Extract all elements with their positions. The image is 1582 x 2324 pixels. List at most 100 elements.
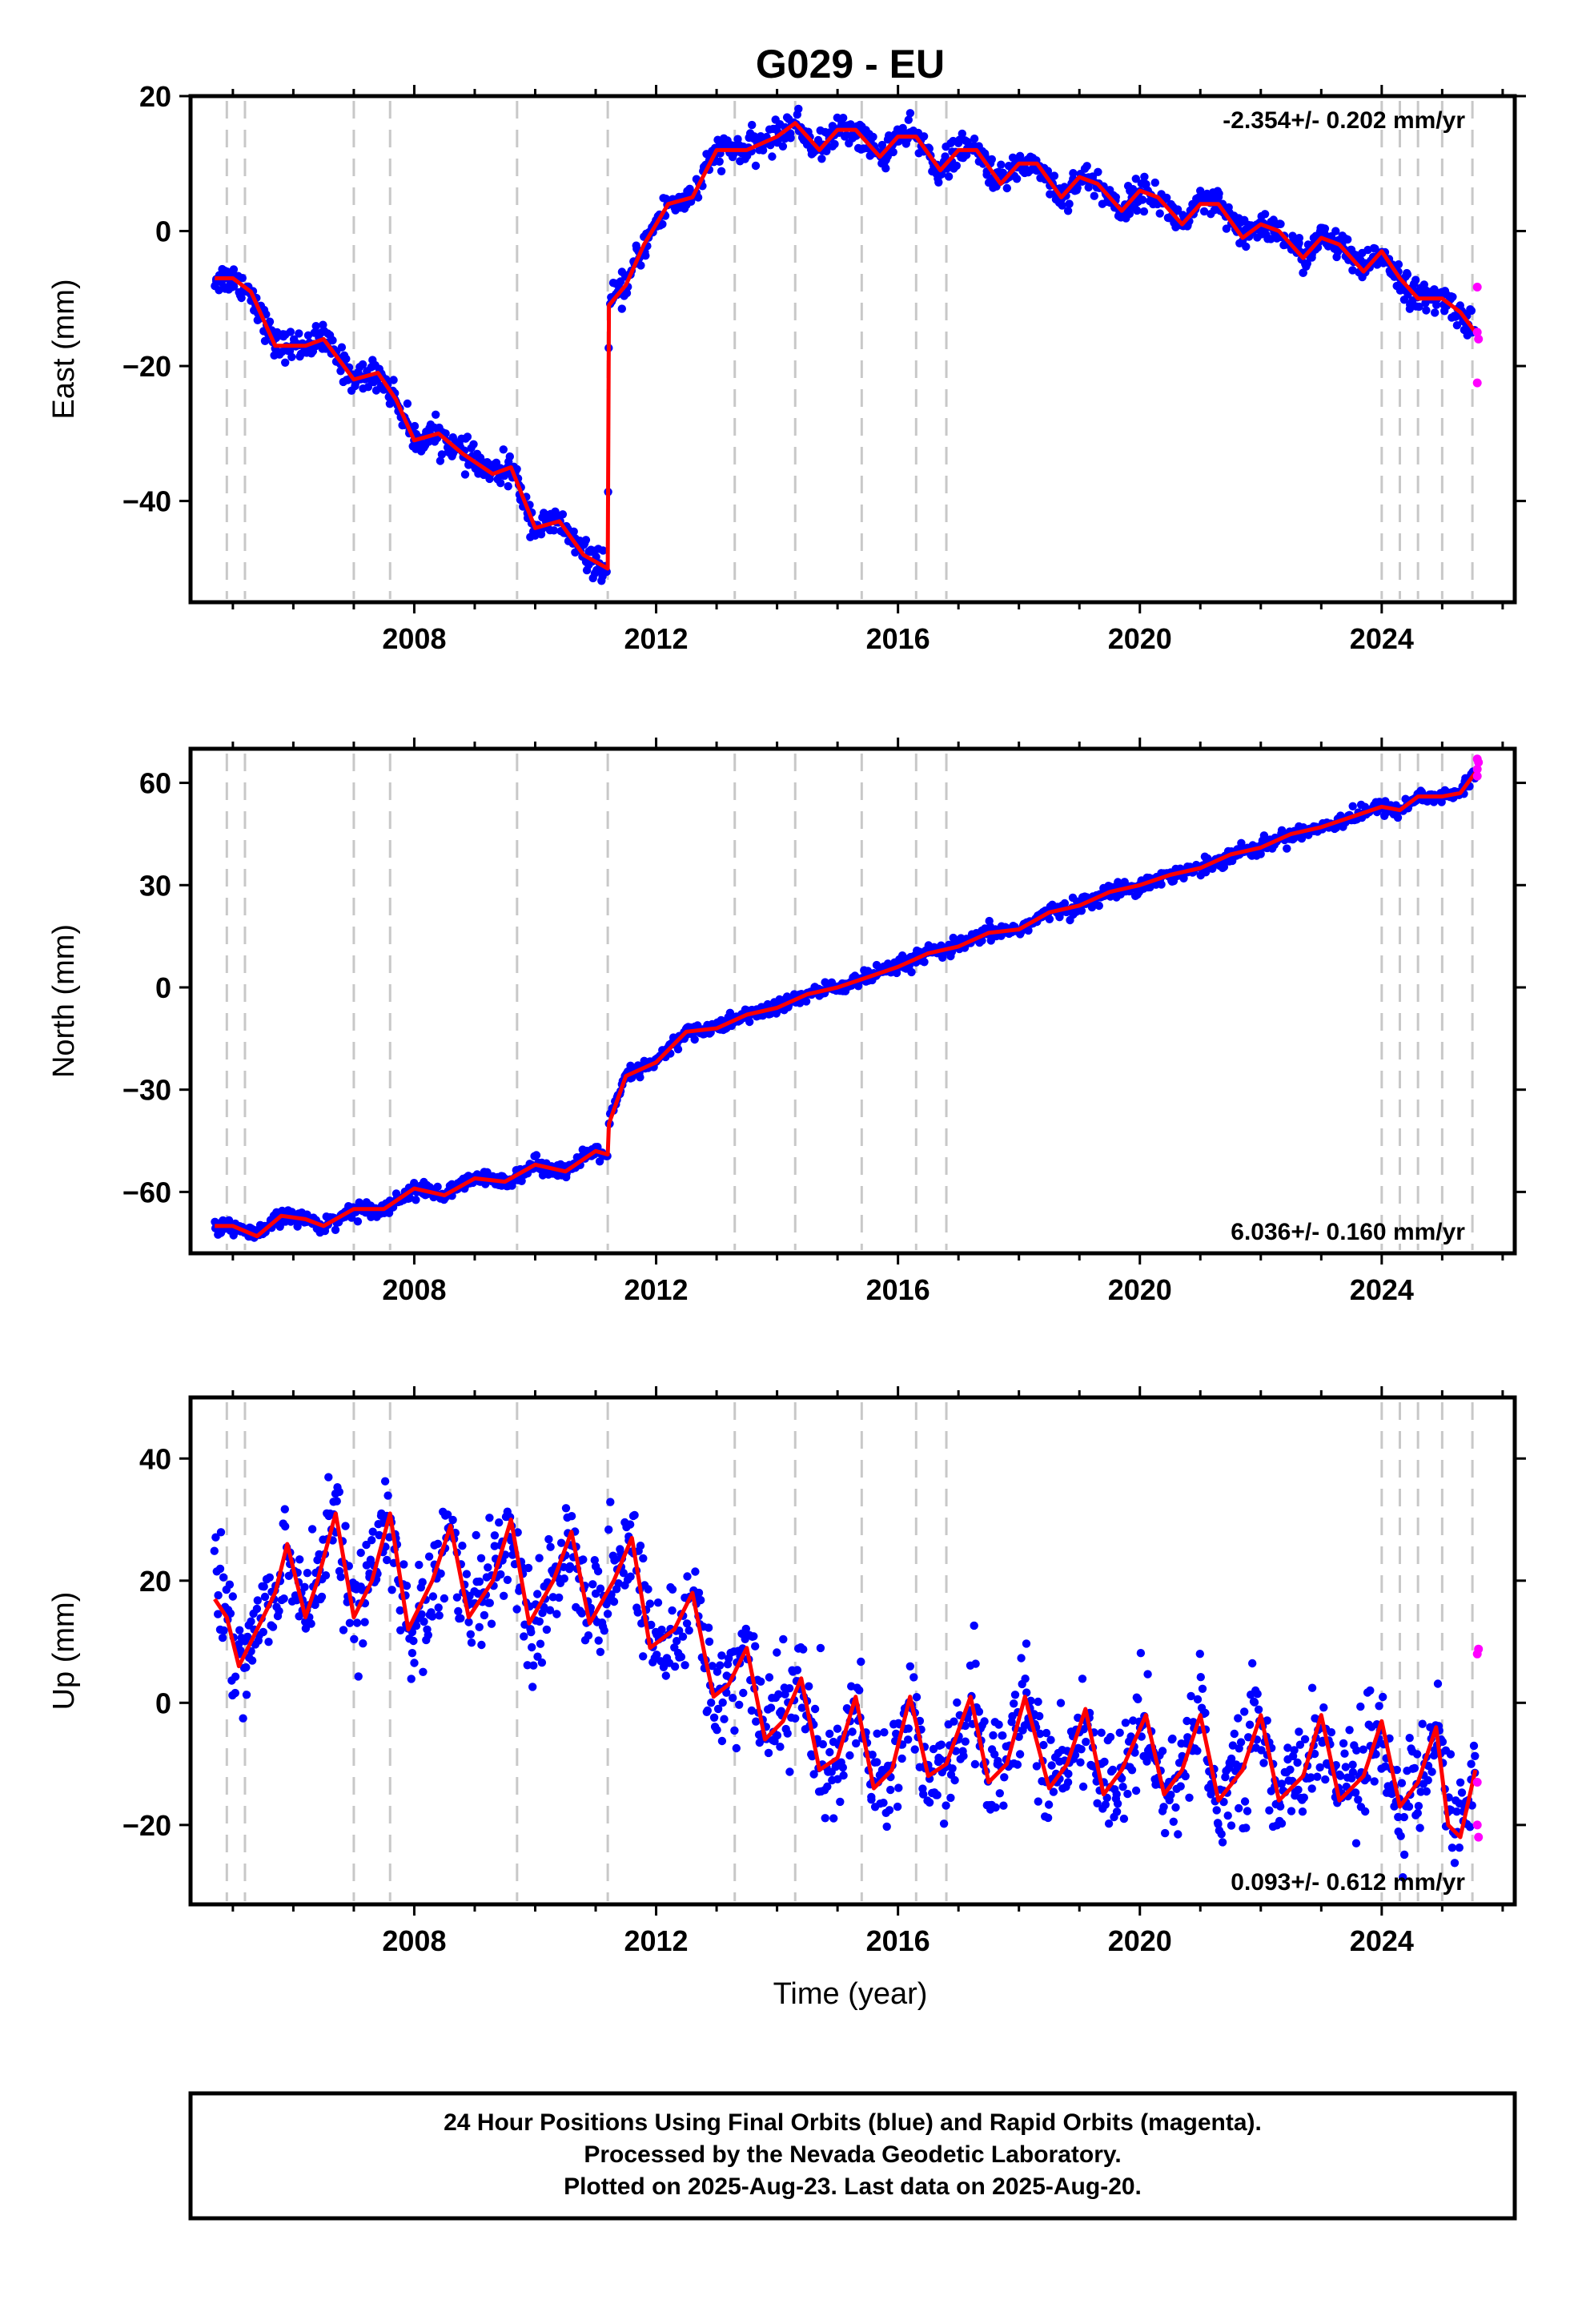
data-point [677,1652,686,1662]
data-point [1138,195,1147,204]
data-point [1112,1807,1122,1816]
data-point [880,1728,889,1737]
data-point [1063,207,1073,215]
north-panel: 2008 2012 2016 2020 2024 60 30 0 −30 −60 North (mm… [47,738,1526,1306]
data-point [961,1721,970,1731]
data-point [1049,1787,1058,1796]
data-point [1094,167,1102,176]
data-point [424,1630,432,1640]
data-point [836,1797,845,1807]
data-point [1227,1821,1236,1830]
data-point [252,1604,262,1614]
data-point [879,1799,888,1807]
data-point [243,1632,252,1642]
data-point [1069,169,1078,178]
data-point [867,1795,876,1804]
data-point [1050,171,1059,180]
data-point [548,1593,557,1602]
data-point [697,1595,705,1605]
data-point [239,1714,247,1723]
x-tick-label: 2020 [1108,622,1172,655]
data-point [321,1571,331,1580]
x-tick-label: 2008 [382,622,446,655]
data-point [1452,1807,1461,1816]
data-point [402,1582,412,1590]
data-point [1467,1759,1476,1768]
data-point [717,1736,727,1746]
data-point [600,1626,608,1635]
data-point [1185,1793,1194,1802]
data-point [897,1754,906,1763]
data-point [1035,1711,1044,1721]
data-point [904,115,913,124]
data-point [558,510,568,519]
data-point [839,1771,848,1780]
data-point [466,1630,475,1639]
rapid-point [1472,283,1482,292]
data-point [1387,1789,1396,1799]
data-point [971,1659,980,1668]
data-point [504,482,512,491]
data-point [766,1703,776,1712]
data-point [590,1556,599,1565]
data-point [1115,1728,1124,1737]
data-point [1240,1707,1249,1716]
data-point [953,1698,962,1707]
data-point [691,1567,700,1576]
data-point [1433,1679,1443,1688]
data-point [383,1555,391,1565]
data-point [345,1618,355,1627]
data-point [458,1542,467,1550]
data-point [1058,201,1066,210]
data-point [1423,1775,1432,1785]
data-point [532,1151,541,1160]
data-point [524,1563,533,1573]
data-point [1034,1697,1042,1707]
data-point [773,1731,782,1740]
data-point [1300,1735,1310,1743]
data-point [1244,1733,1253,1742]
data-point [1228,1741,1238,1750]
data-point [1303,259,1312,268]
data-point [460,470,470,479]
data-point [661,1671,670,1680]
data-point [764,1748,773,1758]
y-tick-label: 0 [155,1687,171,1719]
footer-box: 24 Hour Positions Using Final Orbits (bl… [188,2091,1517,2221]
data-point [512,1605,521,1614]
data-point [1070,1751,1080,1759]
model-line [215,121,1477,571]
data-point [611,1555,620,1564]
data-point [1078,1675,1087,1683]
data-point [793,1666,802,1675]
data-point [295,329,303,338]
data-point [225,1580,235,1589]
data-point [528,1683,537,1691]
data-point [1101,1800,1110,1809]
data-point [428,1612,437,1621]
data-point [1327,1728,1336,1737]
data-point [999,1801,1008,1810]
data-point [1158,1747,1167,1755]
data-point [1397,1779,1407,1787]
data-point [517,1176,526,1186]
rapid-orbit-points [1472,1644,1484,1842]
data-point [732,1743,741,1753]
rapid-point [1474,1644,1484,1654]
data-point [797,1703,806,1712]
data-point [452,1593,462,1602]
data-point [584,1631,593,1640]
data-point [1123,1789,1132,1799]
data-point [919,1790,928,1799]
data-point [409,1636,418,1646]
data-point [1339,1739,1348,1748]
data-point [1399,1850,1409,1860]
data-point [768,152,777,161]
data-point [1375,1702,1383,1711]
data-point [1234,1714,1243,1723]
data-point [1432,300,1441,309]
data-point [730,1726,739,1735]
data-point [713,1704,723,1714]
data-point [809,1770,818,1779]
data-point [219,1573,228,1582]
